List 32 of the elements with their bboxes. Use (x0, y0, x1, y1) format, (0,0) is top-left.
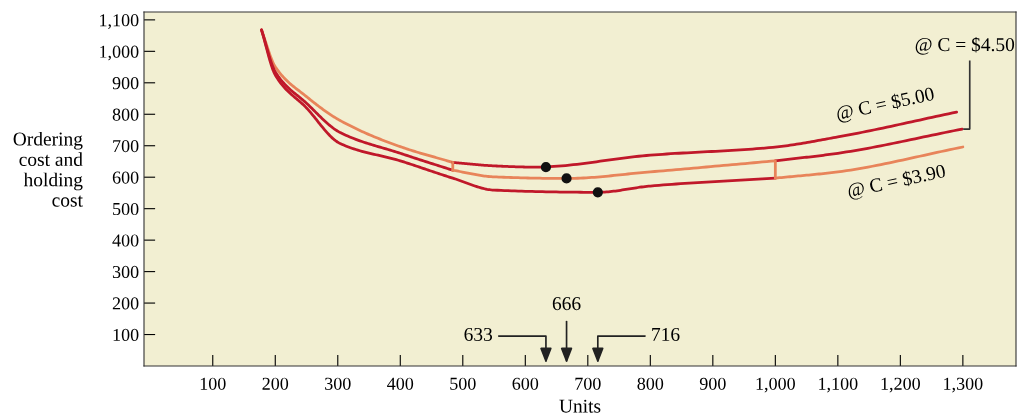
annotation: 633 (464, 327, 493, 341)
x-axis-title: Units (559, 399, 601, 413)
annotation: @ C = $4.50 (915, 36, 1015, 55)
y-tick-label: 800 (112, 108, 139, 121)
x-tick-label: 900 (699, 377, 726, 390)
x-tick-label: 400 (387, 377, 414, 390)
y-tick-label: 900 (112, 77, 139, 90)
y-tick-label: 600 (112, 171, 139, 184)
y-tick-label: 300 (112, 265, 139, 279)
y-tick-label: 1,000 (100, 45, 139, 61)
y-tick-label: 500 (113, 202, 139, 216)
x-tick-label: 1,200 (881, 377, 920, 393)
x-tick-label: 500 (450, 377, 476, 390)
x-tick-label: 200 (262, 377, 289, 390)
y-tick-label: 700 (113, 139, 139, 153)
y-axis-title: Ordering cost and holding cost (13, 131, 83, 207)
y-tick-label: 1,100 (100, 14, 139, 29)
annotation: @ C = $3.90 (846, 163, 947, 201)
x-tick-label: 100 (200, 377, 226, 390)
annotation: @ C = $5.00 (835, 85, 936, 124)
x-tick-label: 1,000 (756, 377, 795, 393)
y-tick-label: 400 (112, 234, 139, 247)
x-tick-label: 600 (512, 377, 539, 390)
annotation: 666 (552, 297, 581, 311)
x-tick-label: 700 (575, 377, 601, 390)
x-tick-label: 800 (637, 377, 664, 390)
annotation: 716 (652, 327, 680, 341)
x-tick-label: 1,100 (819, 377, 858, 393)
x-tick-label: 300 (325, 377, 351, 390)
y-tick-label: 100 (113, 328, 139, 341)
y-tick-label: 200 (112, 297, 139, 310)
x-tick-label: 1,300 (944, 377, 983, 393)
